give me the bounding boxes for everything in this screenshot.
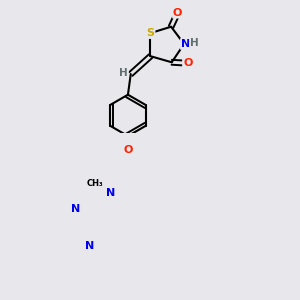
Text: H: H <box>119 68 128 78</box>
Text: N: N <box>85 241 94 251</box>
Text: H: H <box>190 38 199 48</box>
Text: O: O <box>173 8 182 18</box>
Text: N: N <box>181 39 190 49</box>
Text: O: O <box>123 145 133 155</box>
Text: O: O <box>183 58 192 68</box>
Text: N: N <box>71 204 81 214</box>
Text: N: N <box>106 188 116 198</box>
Text: S: S <box>146 28 154 38</box>
Text: CH₃: CH₃ <box>86 178 103 188</box>
